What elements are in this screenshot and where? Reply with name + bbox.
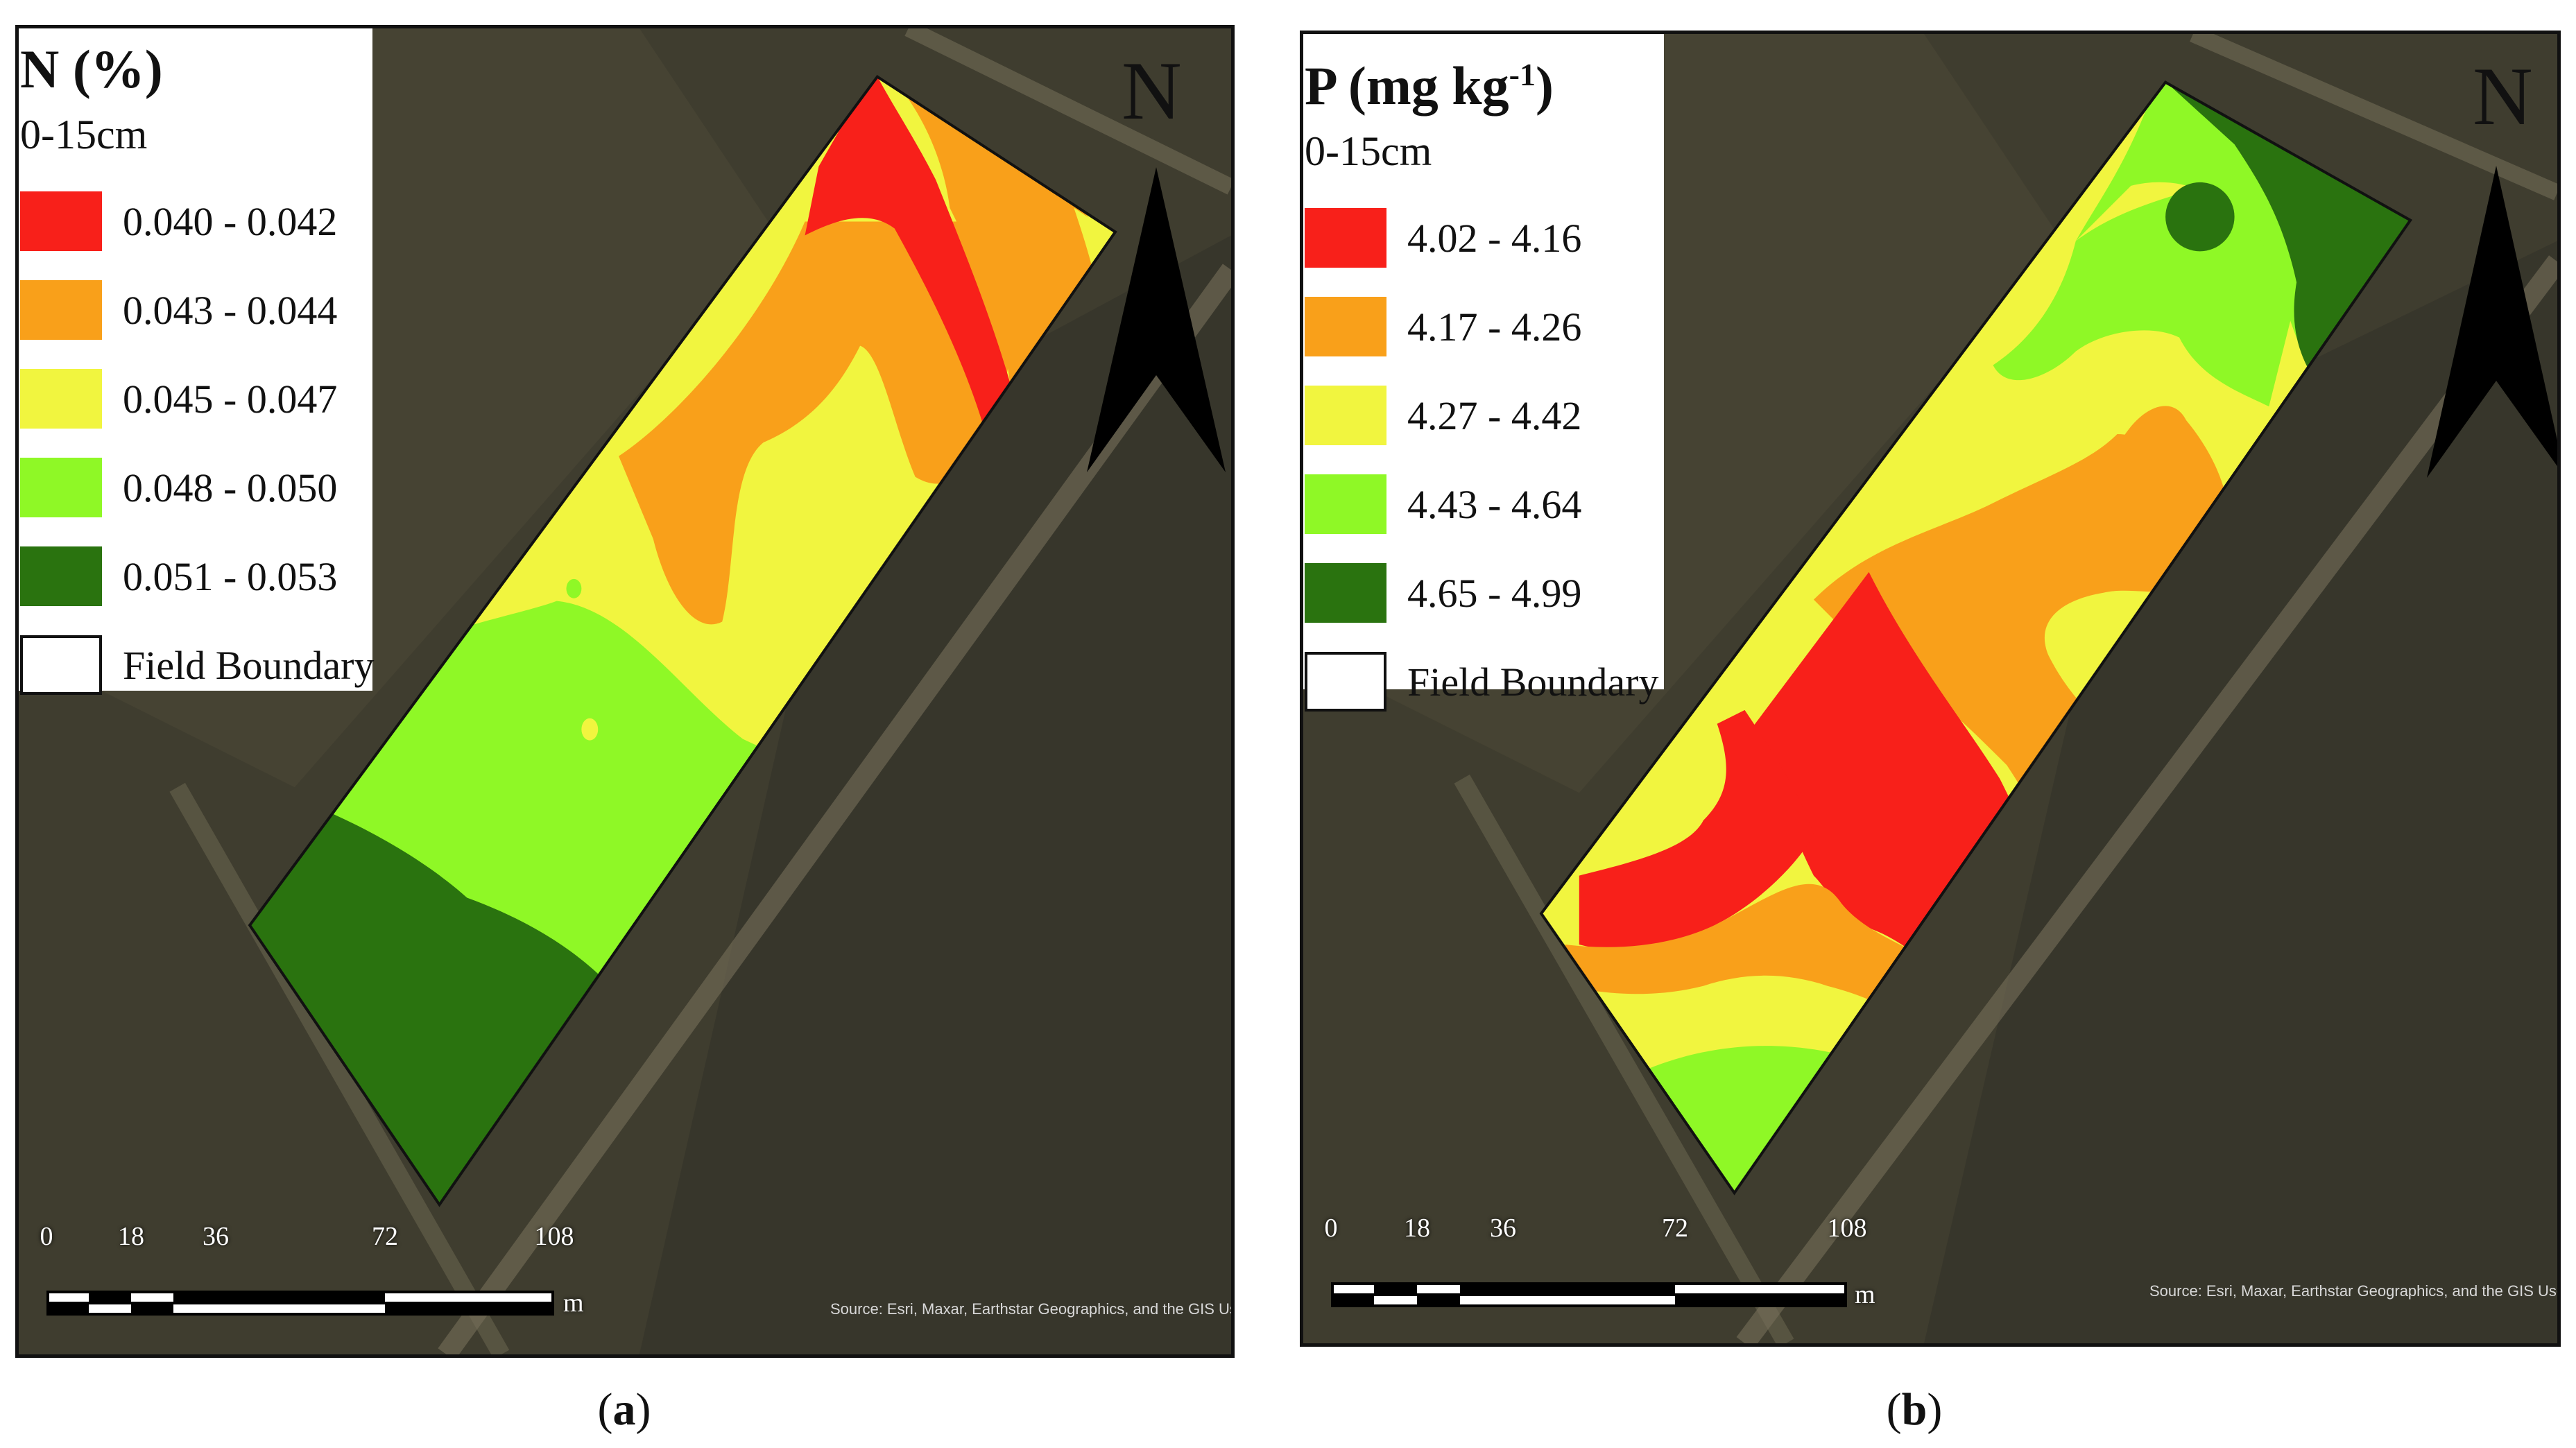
legend-label: 0.048 - 0.050 [123, 465, 338, 510]
caption-open: ( [1886, 1384, 1902, 1435]
legend-label: 0.045 - 0.047 [123, 376, 338, 422]
scale-bar: 0 18 36 72 108 m [40, 1221, 615, 1332]
scale-tick-label: 18 [1404, 1214, 1430, 1243]
north-label: N [1122, 44, 1182, 137]
north-label: N [2473, 50, 2533, 142]
legend-item: 0.043 - 0.044 [20, 266, 372, 354]
legend-swatch [20, 191, 102, 251]
scale-bar-graphic [46, 1291, 554, 1316]
zone-0040-0042 [805, 76, 1019, 429]
scale-unit: m [1855, 1280, 1875, 1309]
zone-spot-yellow [1798, 863, 1808, 874]
imagery-field-dark [639, 235, 1231, 1354]
legend-title: P (mg kg-1) [1305, 44, 1664, 117]
field-boundary [248, 74, 1117, 1207]
legend-item: 4.17 - 4.26 [1305, 282, 1664, 371]
legend-label: 4.27 - 4.42 [1407, 393, 1582, 438]
map-canvas [1303, 34, 2557, 1343]
legend-label: 4.65 - 4.99 [1407, 570, 1582, 616]
caption-letter: b [1901, 1384, 1927, 1435]
scale-tick-label: 72 [1662, 1214, 1688, 1243]
scale-tick-label: 36 [1490, 1214, 1516, 1243]
imagery-road [1736, 255, 2557, 1343]
legend-swatch [20, 369, 102, 429]
legend-item: 0.045 - 0.047 [20, 354, 372, 443]
legend-swatch [20, 280, 102, 340]
legend-item: 0.040 - 0.042 [20, 177, 372, 266]
zone-0045-0047-corner [1074, 207, 1115, 277]
zone-0043-0044 [619, 221, 1040, 625]
scale-tick-label: 0 [40, 1222, 53, 1251]
legend-label: Field Boundary [123, 642, 375, 688]
legend-swatch [1305, 386, 1386, 445]
map-panel-phosphorus: P (mg kg-1) 0-15cm 4.02 - 4.16 4.17 - 4.… [1300, 31, 2561, 1347]
legend-item: 0.048 - 0.050 [20, 443, 372, 532]
legend-title-end: ) [1536, 55, 1554, 116]
imagery-field-dark [1924, 241, 2557, 1343]
scale-bar: 0 18 36 72 108 m [1325, 1213, 1914, 1324]
legend-depth: 0-15cm [1305, 128, 1432, 174]
legend-item: 4.43 - 4.64 [1305, 460, 1664, 549]
legend-swatch [1305, 563, 1386, 623]
legend-label: 0.040 - 0.042 [123, 198, 338, 244]
scale-tick-label: 18 [118, 1222, 144, 1251]
legend-swatch [20, 546, 102, 606]
zone-spot-yellow [581, 718, 599, 741]
zone-spot-darkgreen [2165, 182, 2235, 252]
map-canvas [19, 28, 1231, 1354]
map-legend: N (%) 0-15cm 0.040 - 0.042 0.043 - 0.044… [19, 28, 374, 695]
scale-tick-label: 72 [372, 1222, 398, 1251]
legend-item-boundary: Field Boundary [1305, 637, 1664, 726]
scale-tick-label: 36 [203, 1222, 229, 1251]
legend-label: 4.02 - 4.16 [1407, 215, 1582, 261]
north-arrow-icon [2427, 166, 2557, 478]
imagery-track [1454, 774, 1794, 1343]
zone-spot-green [566, 578, 582, 598]
map-attribution: Source: Esri, Maxar, Earthstar Geographi… [830, 1300, 1231, 1318]
legend-swatch [1305, 474, 1386, 534]
legend-label: 4.43 - 4.64 [1407, 481, 1582, 527]
scale-unit: m [563, 1288, 584, 1318]
legend-swatch-boundary [1305, 652, 1386, 712]
panel-caption-b: (b) [1887, 1384, 1943, 1436]
legend-title-main: P (mg kg [1305, 55, 1509, 116]
legend-title: N (%) [20, 39, 163, 99]
legend-item: 4.65 - 4.99 [1305, 549, 1664, 637]
legend-swatch-boundary [20, 635, 102, 695]
legend-label: 0.051 - 0.053 [123, 553, 338, 599]
zone-402-416-west [1579, 709, 1814, 951]
imagery-road-north [2190, 34, 2557, 200]
scale-tick-label: 108 [534, 1222, 574, 1251]
legend-item: 4.02 - 4.16 [1305, 193, 1664, 282]
imagery-track [169, 782, 510, 1354]
scale-tick-label: 108 [1827, 1214, 1867, 1243]
map-legend: P (mg kg-1) 0-15cm 4.02 - 4.16 4.17 - 4.… [1303, 34, 1664, 712]
scale-bar-graphic [1331, 1282, 1847, 1307]
imagery-road-north [904, 28, 1231, 195]
panel-caption-a: (a) [598, 1384, 651, 1436]
north-arrow-icon [1087, 167, 1226, 472]
legend-swatch [1305, 208, 1386, 268]
field-boundary [1539, 80, 2413, 1196]
scale-tick-label: 0 [1324, 1214, 1338, 1243]
legend-item: 4.27 - 4.42 [1305, 371, 1664, 460]
legend-item: 0.051 - 0.053 [20, 532, 372, 621]
legend-item-boundary: Field Boundary [20, 621, 375, 709]
legend-title-superscript: -1 [1509, 57, 1536, 92]
map-attribution: Source: Esri, Maxar, Earthstar Geographi… [2149, 1282, 2557, 1300]
legend-label: 4.17 - 4.26 [1407, 304, 1582, 350]
legend-depth: 0-15cm [20, 112, 148, 157]
caption-letter: a [612, 1384, 636, 1435]
map-panel-nitrogen: N (%) 0-15cm 0.040 - 0.042 0.043 - 0.044… [15, 25, 1235, 1358]
legend-label: 0.043 - 0.044 [123, 287, 338, 333]
legend-swatch [20, 458, 102, 517]
caption-close: ) [635, 1384, 651, 1435]
legend-swatch [1305, 297, 1386, 356]
caption-close: ) [1927, 1384, 1943, 1435]
caption-open: ( [597, 1384, 613, 1435]
legend-label: Field Boundary [1407, 659, 1659, 705]
